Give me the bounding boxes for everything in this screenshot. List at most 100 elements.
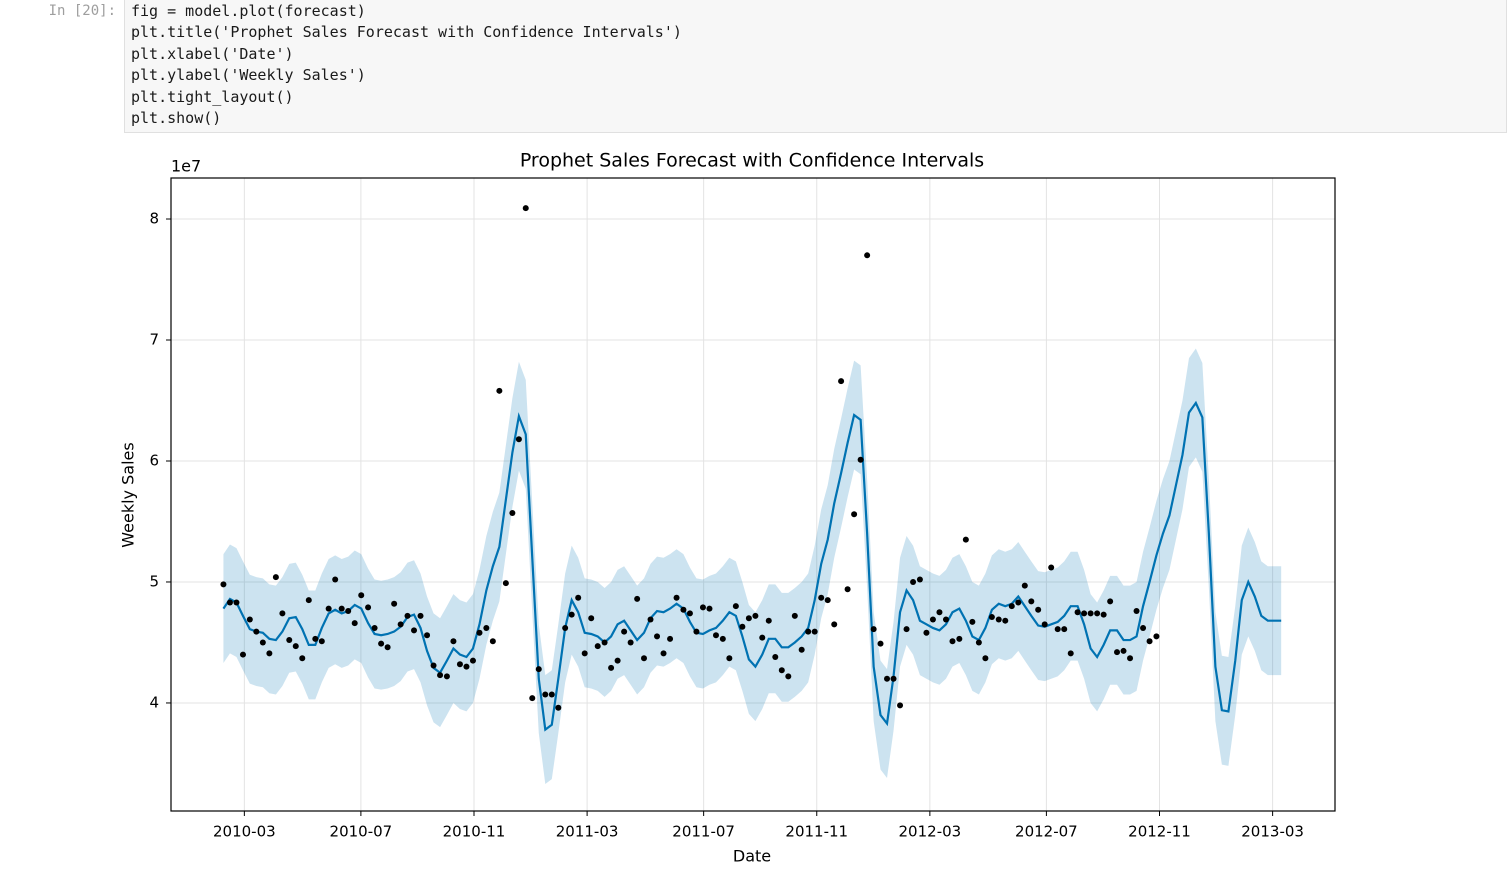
observed-point — [437, 672, 444, 679]
observed-point — [608, 664, 615, 671]
code-line: plt.xlabel('Date') — [131, 44, 294, 63]
observed-point — [562, 624, 569, 631]
observed-point — [975, 639, 982, 646]
observed-point — [864, 252, 871, 259]
observed-point — [266, 650, 273, 657]
observed-point — [286, 637, 293, 644]
observed-point — [857, 456, 864, 463]
observed-point — [509, 510, 516, 517]
observed-point — [1146, 638, 1153, 645]
code-line: plt.title('Prophet Sales Forecast with C… — [131, 23, 682, 42]
observed-point — [515, 436, 522, 443]
observed-point — [884, 675, 891, 682]
observed-point — [726, 655, 733, 662]
observed-point — [1015, 599, 1022, 606]
observed-point — [292, 643, 299, 650]
y-axis-label: Weekly Sales — [119, 442, 138, 547]
observed-point — [397, 621, 404, 628]
observed-point — [877, 640, 884, 647]
observed-point — [1100, 611, 1107, 618]
observed-point — [371, 624, 378, 631]
observed-point — [923, 629, 930, 636]
observed-point — [575, 594, 582, 601]
code-cell[interactable]: fig = model.plot(forecast) plt.title('Pro… — [124, 0, 1507, 133]
observed-point — [1067, 650, 1074, 657]
x-tick-label: 2010-11 — [443, 823, 506, 841]
observed-point — [660, 650, 667, 657]
observed-point — [706, 605, 713, 612]
observed-point — [548, 691, 555, 698]
observed-point — [338, 605, 345, 612]
observed-point — [890, 675, 897, 682]
observed-point — [1114, 649, 1121, 656]
observed-point — [818, 594, 825, 601]
observed-point — [555, 704, 562, 711]
observed-point — [259, 639, 266, 646]
observed-point — [226, 599, 233, 606]
observed-point — [969, 618, 976, 625]
observed-point — [351, 620, 358, 627]
code-line: fig = model.plot(forecast) — [131, 2, 366, 20]
observed-point — [1054, 626, 1061, 633]
observed-point — [1008, 603, 1015, 610]
observed-point — [456, 661, 463, 668]
forecast-line — [222, 400, 1282, 732]
observed-point — [1133, 608, 1140, 615]
observed-point — [1081, 610, 1088, 617]
observed-point — [614, 657, 621, 664]
observed-point — [305, 597, 312, 604]
observed-point — [443, 673, 450, 680]
observed-point — [239, 651, 246, 658]
observed-point — [759, 634, 766, 641]
observed-point — [312, 635, 319, 642]
observed-point — [463, 663, 470, 670]
observed-point — [1087, 610, 1094, 617]
observed-point — [325, 605, 332, 612]
observed-point — [542, 691, 549, 698]
observed-point — [903, 626, 910, 633]
x-axis-label: Date — [733, 847, 771, 866]
observed-point — [588, 615, 595, 622]
y-tick-label: 8 — [149, 210, 159, 228]
x-tick-label: 2013-03 — [1241, 823, 1304, 841]
observed-point — [791, 612, 798, 619]
observed-point — [936, 609, 943, 616]
observed-point — [667, 635, 674, 642]
observed-point — [956, 635, 963, 642]
y-tick-label: 5 — [149, 572, 159, 590]
observed-point — [897, 702, 904, 709]
code-line: plt.tight_layout() — [131, 87, 294, 106]
x-tick-label: 2010-07 — [330, 823, 393, 841]
observed-point — [469, 657, 476, 664]
observed-point — [411, 627, 418, 634]
observed-point — [233, 599, 240, 606]
observed-point — [752, 612, 759, 619]
observed-point — [496, 387, 503, 394]
observed-point — [279, 610, 286, 617]
y-tick-label: 6 — [149, 451, 159, 469]
observed-point — [988, 614, 995, 621]
observed-point — [686, 610, 693, 617]
observed-point — [693, 628, 700, 635]
observed-point — [417, 612, 424, 619]
observed-point — [1074, 609, 1081, 616]
observed-point — [1061, 626, 1068, 633]
observed-point — [220, 581, 227, 588]
observed-point — [627, 639, 634, 646]
observed-point — [253, 628, 260, 635]
observed-point — [1002, 617, 1009, 624]
x-tick-label: 2012-03 — [899, 823, 962, 841]
observed-point — [1120, 647, 1127, 654]
observed-point — [594, 643, 601, 650]
observed-point — [1028, 598, 1035, 605]
observed-point — [430, 662, 437, 669]
observed-point — [765, 617, 772, 624]
observed-point — [673, 594, 680, 601]
observed-point — [318, 638, 325, 645]
observed-point — [601, 639, 608, 646]
observed-point — [654, 633, 661, 640]
observed-point — [831, 621, 838, 628]
observed-point — [778, 667, 785, 674]
observed-point — [1127, 655, 1134, 662]
